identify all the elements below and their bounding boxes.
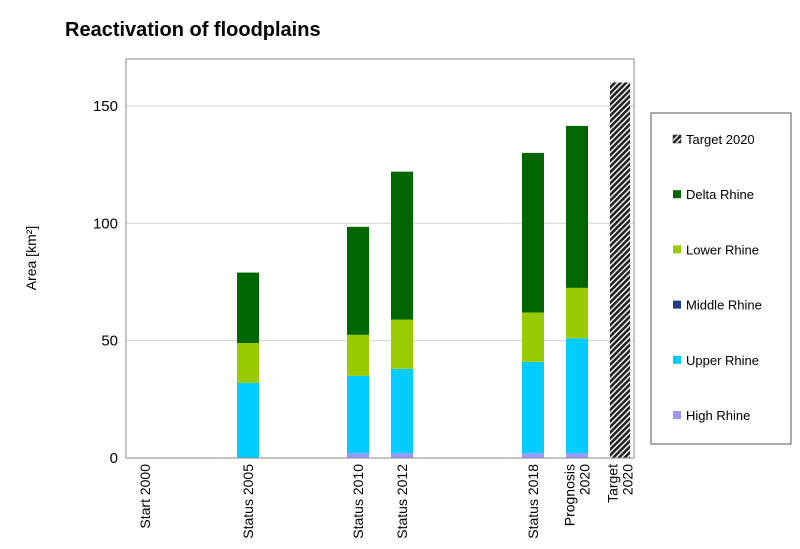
legend-item-high-rhine: High Rhine <box>673 408 750 423</box>
x-tick-label: Target 2020 <box>605 464 636 503</box>
x-tick-label-line: Prognosis <box>562 464 578 526</box>
legend-item-target-2020: Target 2020 <box>672 132 755 147</box>
grid-lines <box>126 105 634 342</box>
bar-delta-rhine <box>566 125 588 288</box>
plot-frame <box>125 58 635 459</box>
bar-high-rhine <box>566 453 588 458</box>
bar-lower-rhine <box>347 334 369 376</box>
y-tick-labels: 0 50 100 150 <box>93 98 118 467</box>
legend-item-upper-rhine: Upper Rhine <box>673 353 759 368</box>
x-tick-label-line: Status 2018 <box>525 464 541 539</box>
bar-high-rhine <box>522 453 544 458</box>
legend-swatch <box>673 190 681 199</box>
bar-upper-rhine <box>566 338 588 454</box>
legend-label: Upper Rhine <box>686 353 759 368</box>
x-tick-label: Status 2005 <box>240 464 256 539</box>
bar-upper-rhine <box>347 375 369 454</box>
bar-lower-rhine <box>391 319 413 369</box>
legend-swatch <box>673 245 681 254</box>
legend-label: Middle Rhine <box>686 298 762 313</box>
x-tick-label-line: Target <box>605 464 621 503</box>
y-tick-label: 100 <box>93 215 118 232</box>
legend-item-lower-rhine: Lower Rhine <box>673 242 759 257</box>
legend-swatch <box>673 300 681 309</box>
y-tick-label: 150 <box>93 98 118 115</box>
x-tick-label-line: Status 2012 <box>394 464 410 539</box>
x-tick-labels: Start 2000 Status 2005 Status 2010 Status 2… <box>137 464 636 539</box>
x-tick-label-line: 2020 <box>620 464 636 495</box>
bar-upper-rhine <box>391 368 413 454</box>
legend-box <box>650 112 792 445</box>
x-tick-label: Prognosis 2020 <box>562 464 593 526</box>
x-tick-label-line: Status 2010 <box>350 464 366 539</box>
legend-swatch <box>673 411 681 419</box>
bar-high-rhine <box>391 453 413 458</box>
legend-swatch <box>672 134 682 144</box>
y-tick-label: 50 <box>101 333 118 350</box>
bar-lower-rhine <box>566 287 588 339</box>
y-axis-label: Area [km²] <box>23 226 39 291</box>
chart-title: Reactivation of floodplains <box>65 19 321 41</box>
bar-delta-rhine <box>391 171 413 320</box>
legend-swatch <box>673 355 681 364</box>
legend-item-delta-rhine: Delta Rhine <box>673 187 754 202</box>
bar-delta-rhine <box>347 226 369 335</box>
bars <box>237 82 630 459</box>
legend-label: Delta Rhine <box>686 187 754 202</box>
bar-high-rhine <box>347 453 369 458</box>
bar-upper-rhine <box>522 361 544 454</box>
bar-lower-rhine <box>522 312 544 362</box>
legend-label: Lower Rhine <box>686 242 759 257</box>
x-tick-label-line: Start 2000 <box>137 464 153 529</box>
legend-item-middle-rhine: Middle Rhine <box>673 298 762 313</box>
x-tick-label-line: Status 2005 <box>240 464 256 539</box>
bar-target-2020 <box>610 82 630 459</box>
bar-lower-rhine <box>237 342 259 383</box>
legend-label: Target 2020 <box>686 132 755 147</box>
x-tick-label: Status 2012 <box>394 464 410 539</box>
bar-delta-rhine <box>522 152 544 313</box>
x-tick-label: Status 2018 <box>525 464 541 539</box>
legend: Target 2020 Delta Rhine Lower Rhine Middle … <box>672 132 762 423</box>
x-tick-label-line: 2020 <box>577 464 593 495</box>
x-tick-label: Status 2010 <box>350 464 366 539</box>
y-tick-label: 0 <box>110 450 118 467</box>
bar-upper-rhine <box>237 382 259 458</box>
bar-delta-rhine <box>237 272 259 343</box>
legend-label: High Rhine <box>686 408 750 423</box>
x-tick-label: Start 2000 <box>137 464 153 529</box>
